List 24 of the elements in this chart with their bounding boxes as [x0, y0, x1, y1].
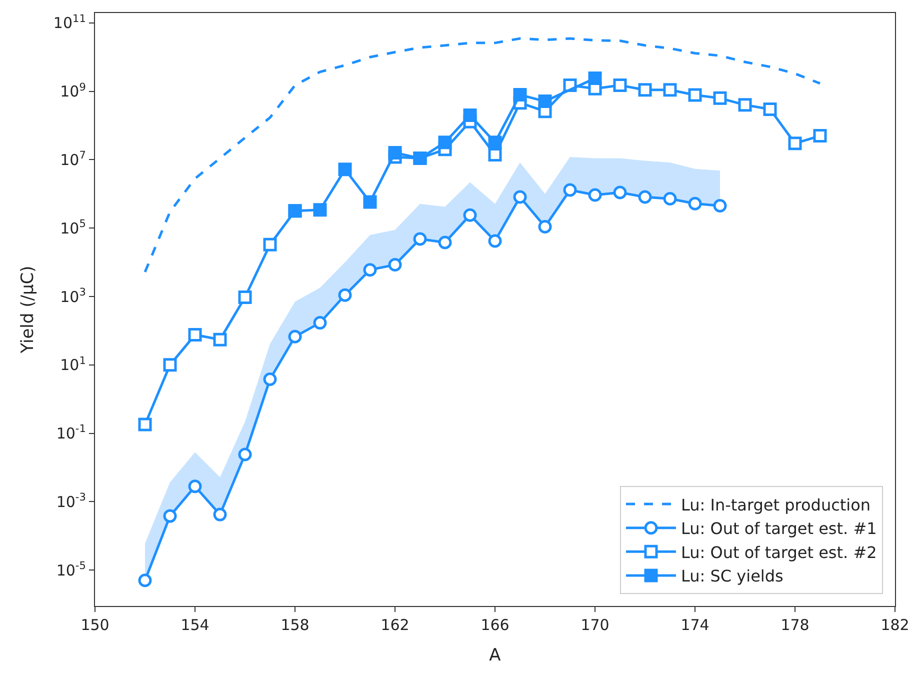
legend-label: Lu: In-target production — [681, 495, 871, 514]
y-axis-title: Yield (/μC) — [18, 266, 38, 354]
legend-label: Lu: SC yields — [681, 566, 784, 586]
x-tick-label: 182 — [880, 616, 910, 634]
y-tick-label: 10$^{-3}$ — [56, 492, 86, 511]
y-tick-label: 10$^{5}$ — [60, 218, 86, 238]
y-tick-label: 10$^{7}$ — [60, 150, 86, 169]
legend-label: Lu: Out of target est. #2 — [681, 542, 877, 562]
x-tick-label: 162 — [380, 616, 410, 634]
y-tick-label: 10$^{-1}$ — [56, 423, 86, 443]
x-tick-label: 154 — [180, 616, 210, 634]
legend-label: Lu: Out of target est. #1 — [681, 519, 877, 538]
y-tick-label: 10$^{3}$ — [60, 286, 86, 306]
y-tick-label: 10$^{11}$ — [53, 12, 86, 32]
x-tick-label: 170 — [580, 616, 610, 634]
x-tick-label: 166 — [480, 616, 510, 634]
x-tick-label: 150 — [80, 616, 110, 634]
y-tick-label: 10$^{-5}$ — [56, 560, 86, 580]
y-tick-label: 10$^{9}$ — [60, 81, 86, 101]
x-tick-label: 174 — [680, 616, 710, 634]
x-tick-label: 158 — [280, 616, 310, 634]
y-tick-label: 10$^{1}$ — [60, 354, 86, 374]
x-axis-title: A — [489, 646, 502, 666]
x-tick-label: 178 — [780, 616, 810, 634]
